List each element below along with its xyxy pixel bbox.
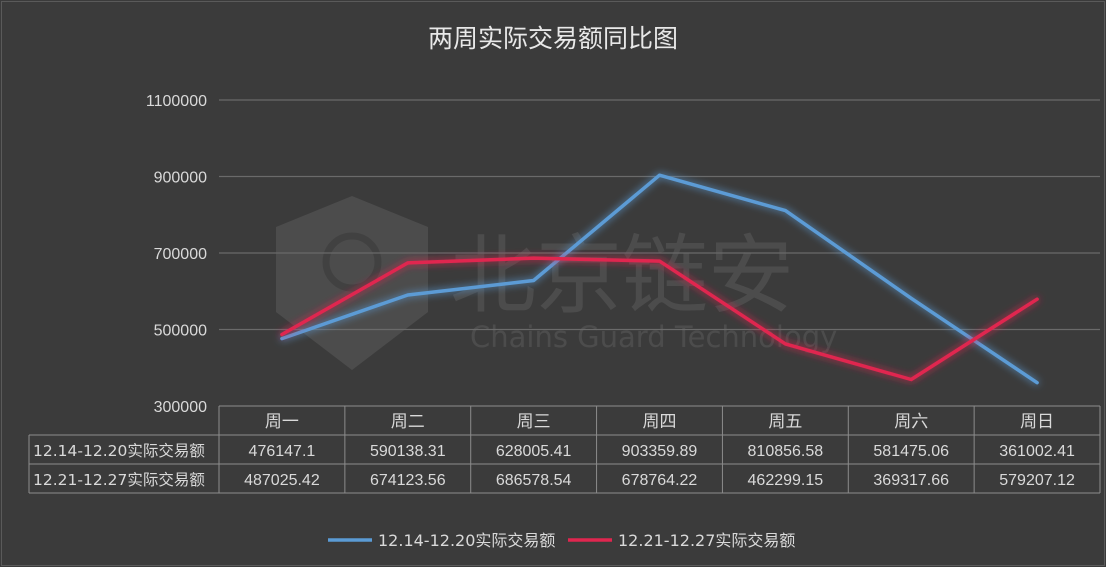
data-value-label: 462299.15 [748, 472, 824, 489]
chart-title: 两周实际交易额同比图 [428, 24, 678, 53]
x-category-label: 周一 [265, 412, 299, 432]
data-value-label: 476147.1 [249, 443, 316, 460]
y-tick-label: 1100000 [146, 93, 207, 110]
data-value-label: 579207.12 [999, 472, 1075, 489]
data-value-label: 686578.54 [496, 472, 572, 489]
x-category-label: 周二 [391, 412, 425, 432]
x-category-label: 周三 [517, 412, 551, 432]
y-tick-label: 700000 [154, 246, 207, 263]
y-tick-label: 500000 [154, 323, 207, 340]
data-value-label: 361002.41 [999, 443, 1075, 460]
x-category-label: 周五 [768, 412, 802, 432]
data-value-label: 487025.42 [244, 472, 320, 489]
legend-label: 12.21-12.27实际交易额 [618, 531, 795, 550]
watermark-text: 北京链安 [450, 226, 794, 326]
series-line-2 [280, 256, 1039, 382]
data-value-label: 903359.89 [622, 443, 698, 460]
data-value-label: 678764.22 [622, 472, 698, 489]
x-category-label: 周四 [643, 412, 677, 432]
data-value-label: 674123.56 [370, 472, 446, 489]
x-category-label: 周日 [1020, 412, 1054, 432]
series-line-1 [280, 173, 1039, 385]
y-tick-label: 900000 [154, 170, 207, 187]
data-value-label: 369317.66 [873, 472, 949, 489]
y-tick-label: 300000 [154, 399, 207, 416]
data-value-label: 628005.41 [496, 443, 572, 460]
watermark-subtext: Chains Guard Technology [470, 320, 837, 354]
watermark-logo: 北京链安 Chains Guard Technology [276, 196, 837, 370]
legend-label: 12.14-12.20实际交易额 [378, 531, 555, 550]
data-value-label: 581475.06 [873, 443, 949, 460]
data-value-label: 810856.58 [748, 443, 824, 460]
table-series-name: 12.14-12.20实际交易额 [33, 442, 205, 460]
x-category-label: 周六 [894, 412, 928, 432]
data-value-label: 590138.31 [370, 443, 446, 460]
table-series-name: 12.21-12.27实际交易额 [33, 471, 205, 489]
